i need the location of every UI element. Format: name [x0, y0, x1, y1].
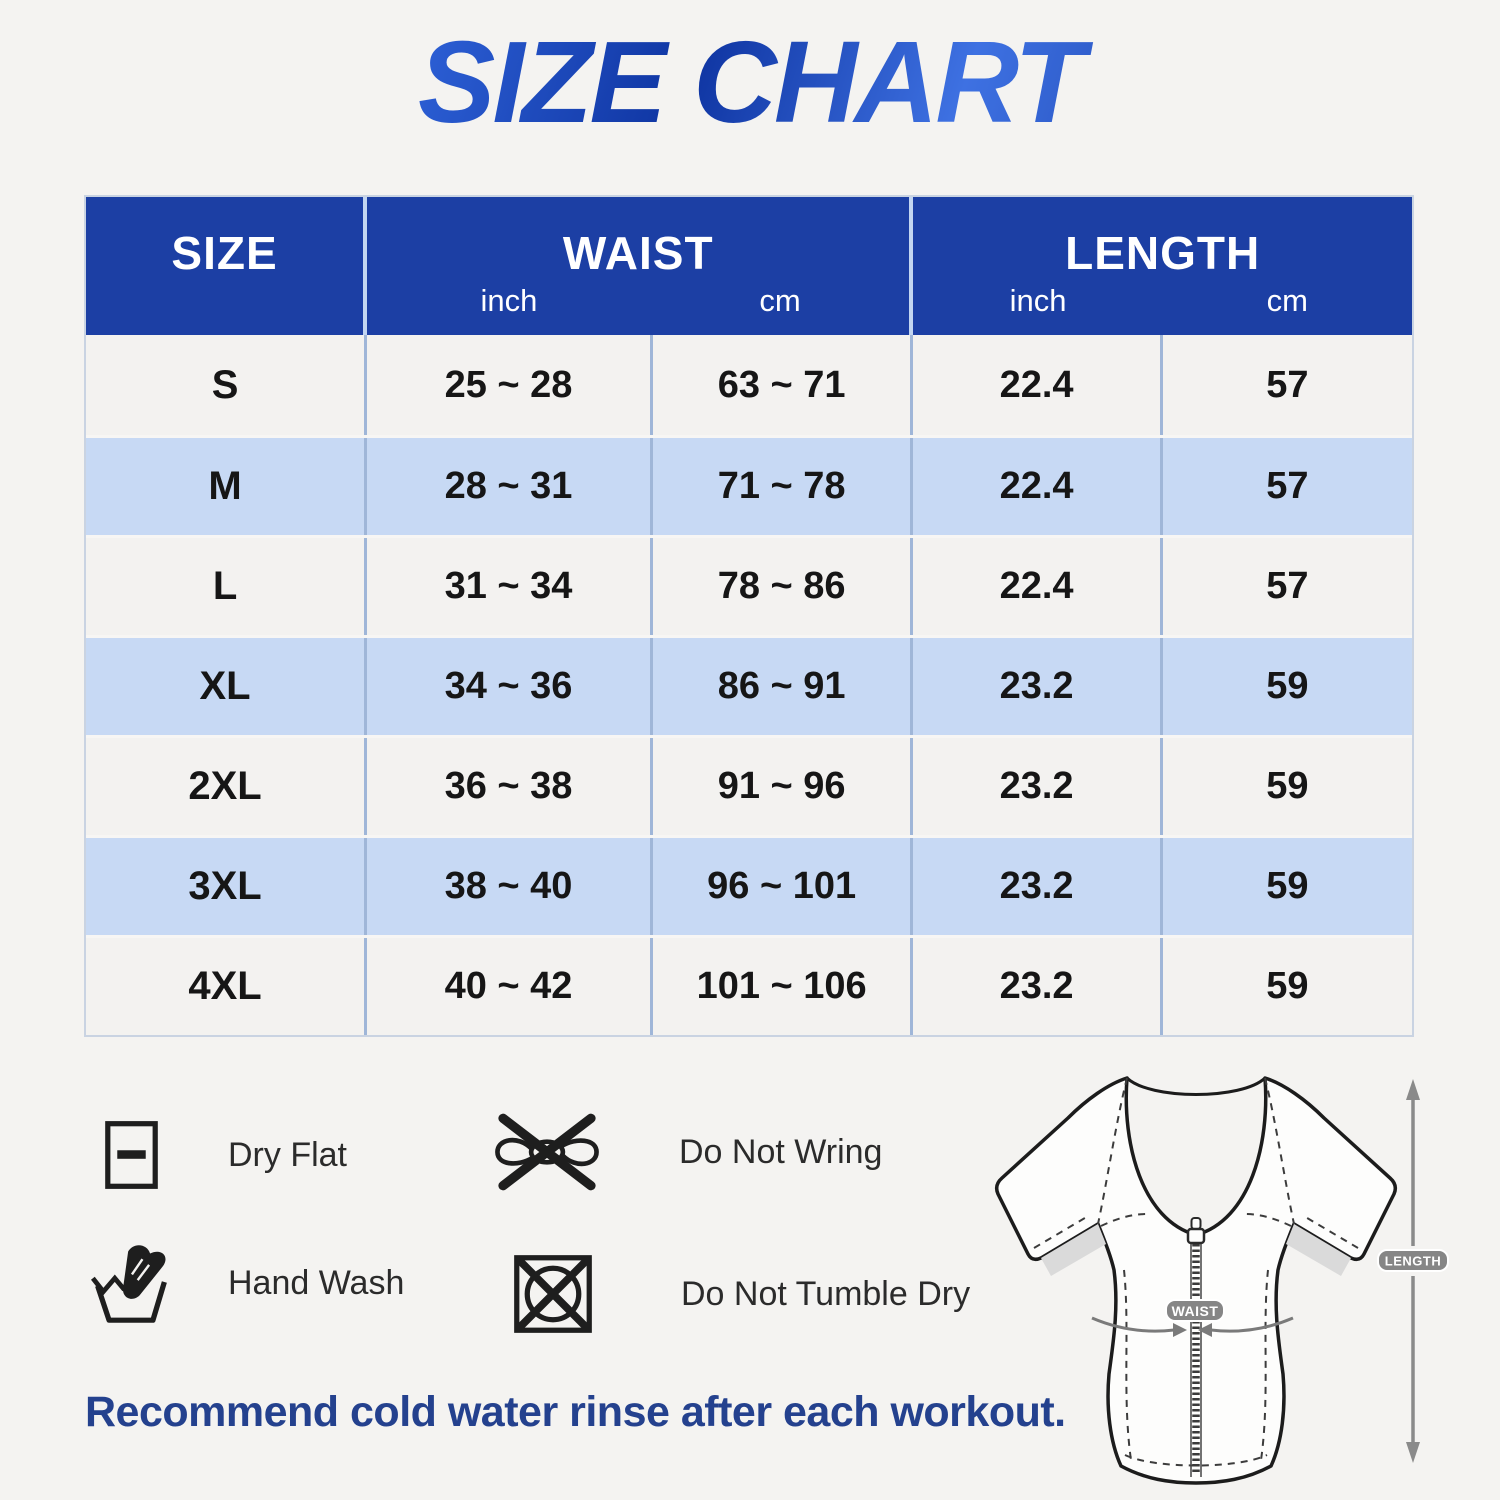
header-waist-cm: cm: [759, 283, 801, 318]
care-item-do-not-wring: Do Not Wring: [488, 1110, 882, 1194]
cell-waist_cm: 91 ~ 96: [653, 738, 914, 835]
header-length: LENGTH inch cm: [913, 197, 1412, 335]
waist-arrows: [1091, 1316, 1294, 1337]
cell-waist_inch: 40 ~ 42: [367, 938, 653, 1035]
hand-wash-icon: [90, 1245, 167, 1323]
garment-diagram: WAIST LENGTH: [994, 1076, 1449, 1485]
cell-length_inch: 22.4: [913, 438, 1163, 535]
underarm-panel-left: [1041, 1224, 1106, 1276]
cell-waist_inch: 25 ~ 28: [367, 335, 653, 435]
care-label: Do Not Wring: [679, 1132, 883, 1171]
waist-pill: WAIST: [1165, 1299, 1225, 1322]
cell-length_cm: 59: [1266, 865, 1309, 907]
care-item-hand-wash: Hand Wash: [90, 1240, 404, 1326]
cell-length_cm: 59: [1266, 965, 1309, 1007]
cell-waist_inch: 36 ~ 38: [367, 738, 653, 835]
cell-size: M: [86, 438, 368, 535]
cell-size: L: [86, 538, 368, 635]
table-row: 2XL 36 ~ 38 91 ~ 96 23.2 59: [86, 735, 1412, 835]
header-size-label: SIZE: [171, 227, 278, 279]
waist-pill-label: WAIST: [1172, 1303, 1219, 1319]
length-pill: LENGTH: [1377, 1249, 1449, 1272]
cell-size: S: [86, 335, 368, 435]
header-length-units: inch cm: [913, 281, 1412, 321]
underarm-panel-right: [1286, 1224, 1351, 1276]
header-waist-inch: inch: [480, 283, 538, 318]
cell-waist_inch: 28 ~ 31: [367, 438, 653, 535]
cell-length_inch: 22.4: [913, 538, 1163, 635]
seam-lines: [1033, 1077, 1359, 1467]
table-row: M 28 ~ 31 71 ~ 78 22.4 57: [86, 435, 1412, 535]
table-row: XL 34 ~ 36 86 ~ 91 23.2 59: [86, 635, 1412, 735]
cell-waist_inch: 31 ~ 34: [367, 538, 653, 635]
cell-length_cm: 59: [1266, 765, 1309, 807]
cell-size: 3XL: [86, 838, 368, 935]
table-row: L 31 ~ 34 78 ~ 86 22.4 57: [86, 535, 1412, 635]
cell-waist_cm: 63 ~ 71: [653, 335, 914, 435]
collar-line: [1125, 1076, 1267, 1096]
care-label: Dry Flat: [228, 1135, 347, 1174]
care-item-do-not-tumble-dry: Do Not Tumble Dry: [512, 1252, 970, 1336]
dry-flat-icon: [105, 1121, 158, 1189]
size-table: SIZE WAIST inch cm LENGTH inch cm S 25 ~ …: [84, 195, 1414, 1037]
zipper: [1186, 1217, 1206, 1477]
do-not-tumble-dry-icon: [514, 1255, 592, 1333]
cell-length_cm: 59: [1266, 665, 1309, 707]
cell-waist_cm: 86 ~ 91: [653, 638, 914, 735]
length-pill-label: LENGTH: [1385, 1254, 1441, 1269]
cell-length_cm: 57: [1266, 565, 1309, 607]
cell-waist_cm: 96 ~ 101: [653, 838, 914, 935]
garment-outline: [994, 1076, 1398, 1485]
header-waist-label: WAIST: [562, 227, 714, 279]
header-length-cm: cm: [1266, 283, 1308, 318]
page-title: SIZE CHART: [0, 16, 1500, 149]
cell-waist_cm: 101 ~ 106: [653, 938, 914, 1035]
care-label: Hand Wash: [228, 1263, 405, 1302]
cell-size: 2XL: [86, 738, 368, 835]
footer-note: Recommend cold water rinse after each wo…: [85, 1388, 1066, 1436]
care-item-dry-flat: Dry Flat: [104, 1118, 347, 1192]
cell-length_inch: 23.2: [913, 938, 1163, 1035]
header-waist-units: inch cm: [367, 281, 909, 321]
header-size: SIZE: [86, 197, 368, 335]
header-waist: WAIST inch cm: [367, 197, 914, 335]
cell-length_inch: 23.2: [913, 638, 1163, 735]
cell-waist_cm: 78 ~ 86: [653, 538, 914, 635]
cell-waist_inch: 38 ~ 40: [367, 838, 653, 935]
size-table-body: S 25 ~ 28 63 ~ 71 22.4 57 M 28 ~ 31 71 ~ 78 22.4…: [86, 335, 1412, 1035]
cell-length_inch: 23.2: [913, 738, 1163, 835]
table-header: SIZE WAIST inch cm LENGTH inch cm: [86, 197, 1412, 335]
cell-waist_inch: 34 ~ 36: [367, 638, 653, 735]
cell-size: XL: [86, 638, 368, 735]
cell-waist_cm: 71 ~ 78: [653, 438, 914, 535]
table-row: 4XL 40 ~ 42 101 ~ 106 23.2 59: [86, 935, 1412, 1035]
header-length-inch: inch: [1009, 283, 1067, 318]
cell-size: 4XL: [86, 938, 368, 1035]
cell-length_inch: 23.2: [913, 838, 1163, 935]
do-not-wring-icon: [495, 1113, 599, 1191]
cell-length_cm: 57: [1266, 363, 1309, 406]
length-arrow: [1406, 1079, 1420, 1463]
cell-length_inch: 22.4: [913, 335, 1163, 435]
header-length-label: LENGTH: [1065, 227, 1261, 279]
cell-length_cm: 57: [1266, 465, 1309, 507]
table-row: 3XL 38 ~ 40 96 ~ 101 23.2 59: [86, 835, 1412, 935]
table-row: S 25 ~ 28 63 ~ 71 22.4 57: [86, 335, 1412, 435]
care-label: Do Not Tumble Dry: [681, 1274, 971, 1313]
